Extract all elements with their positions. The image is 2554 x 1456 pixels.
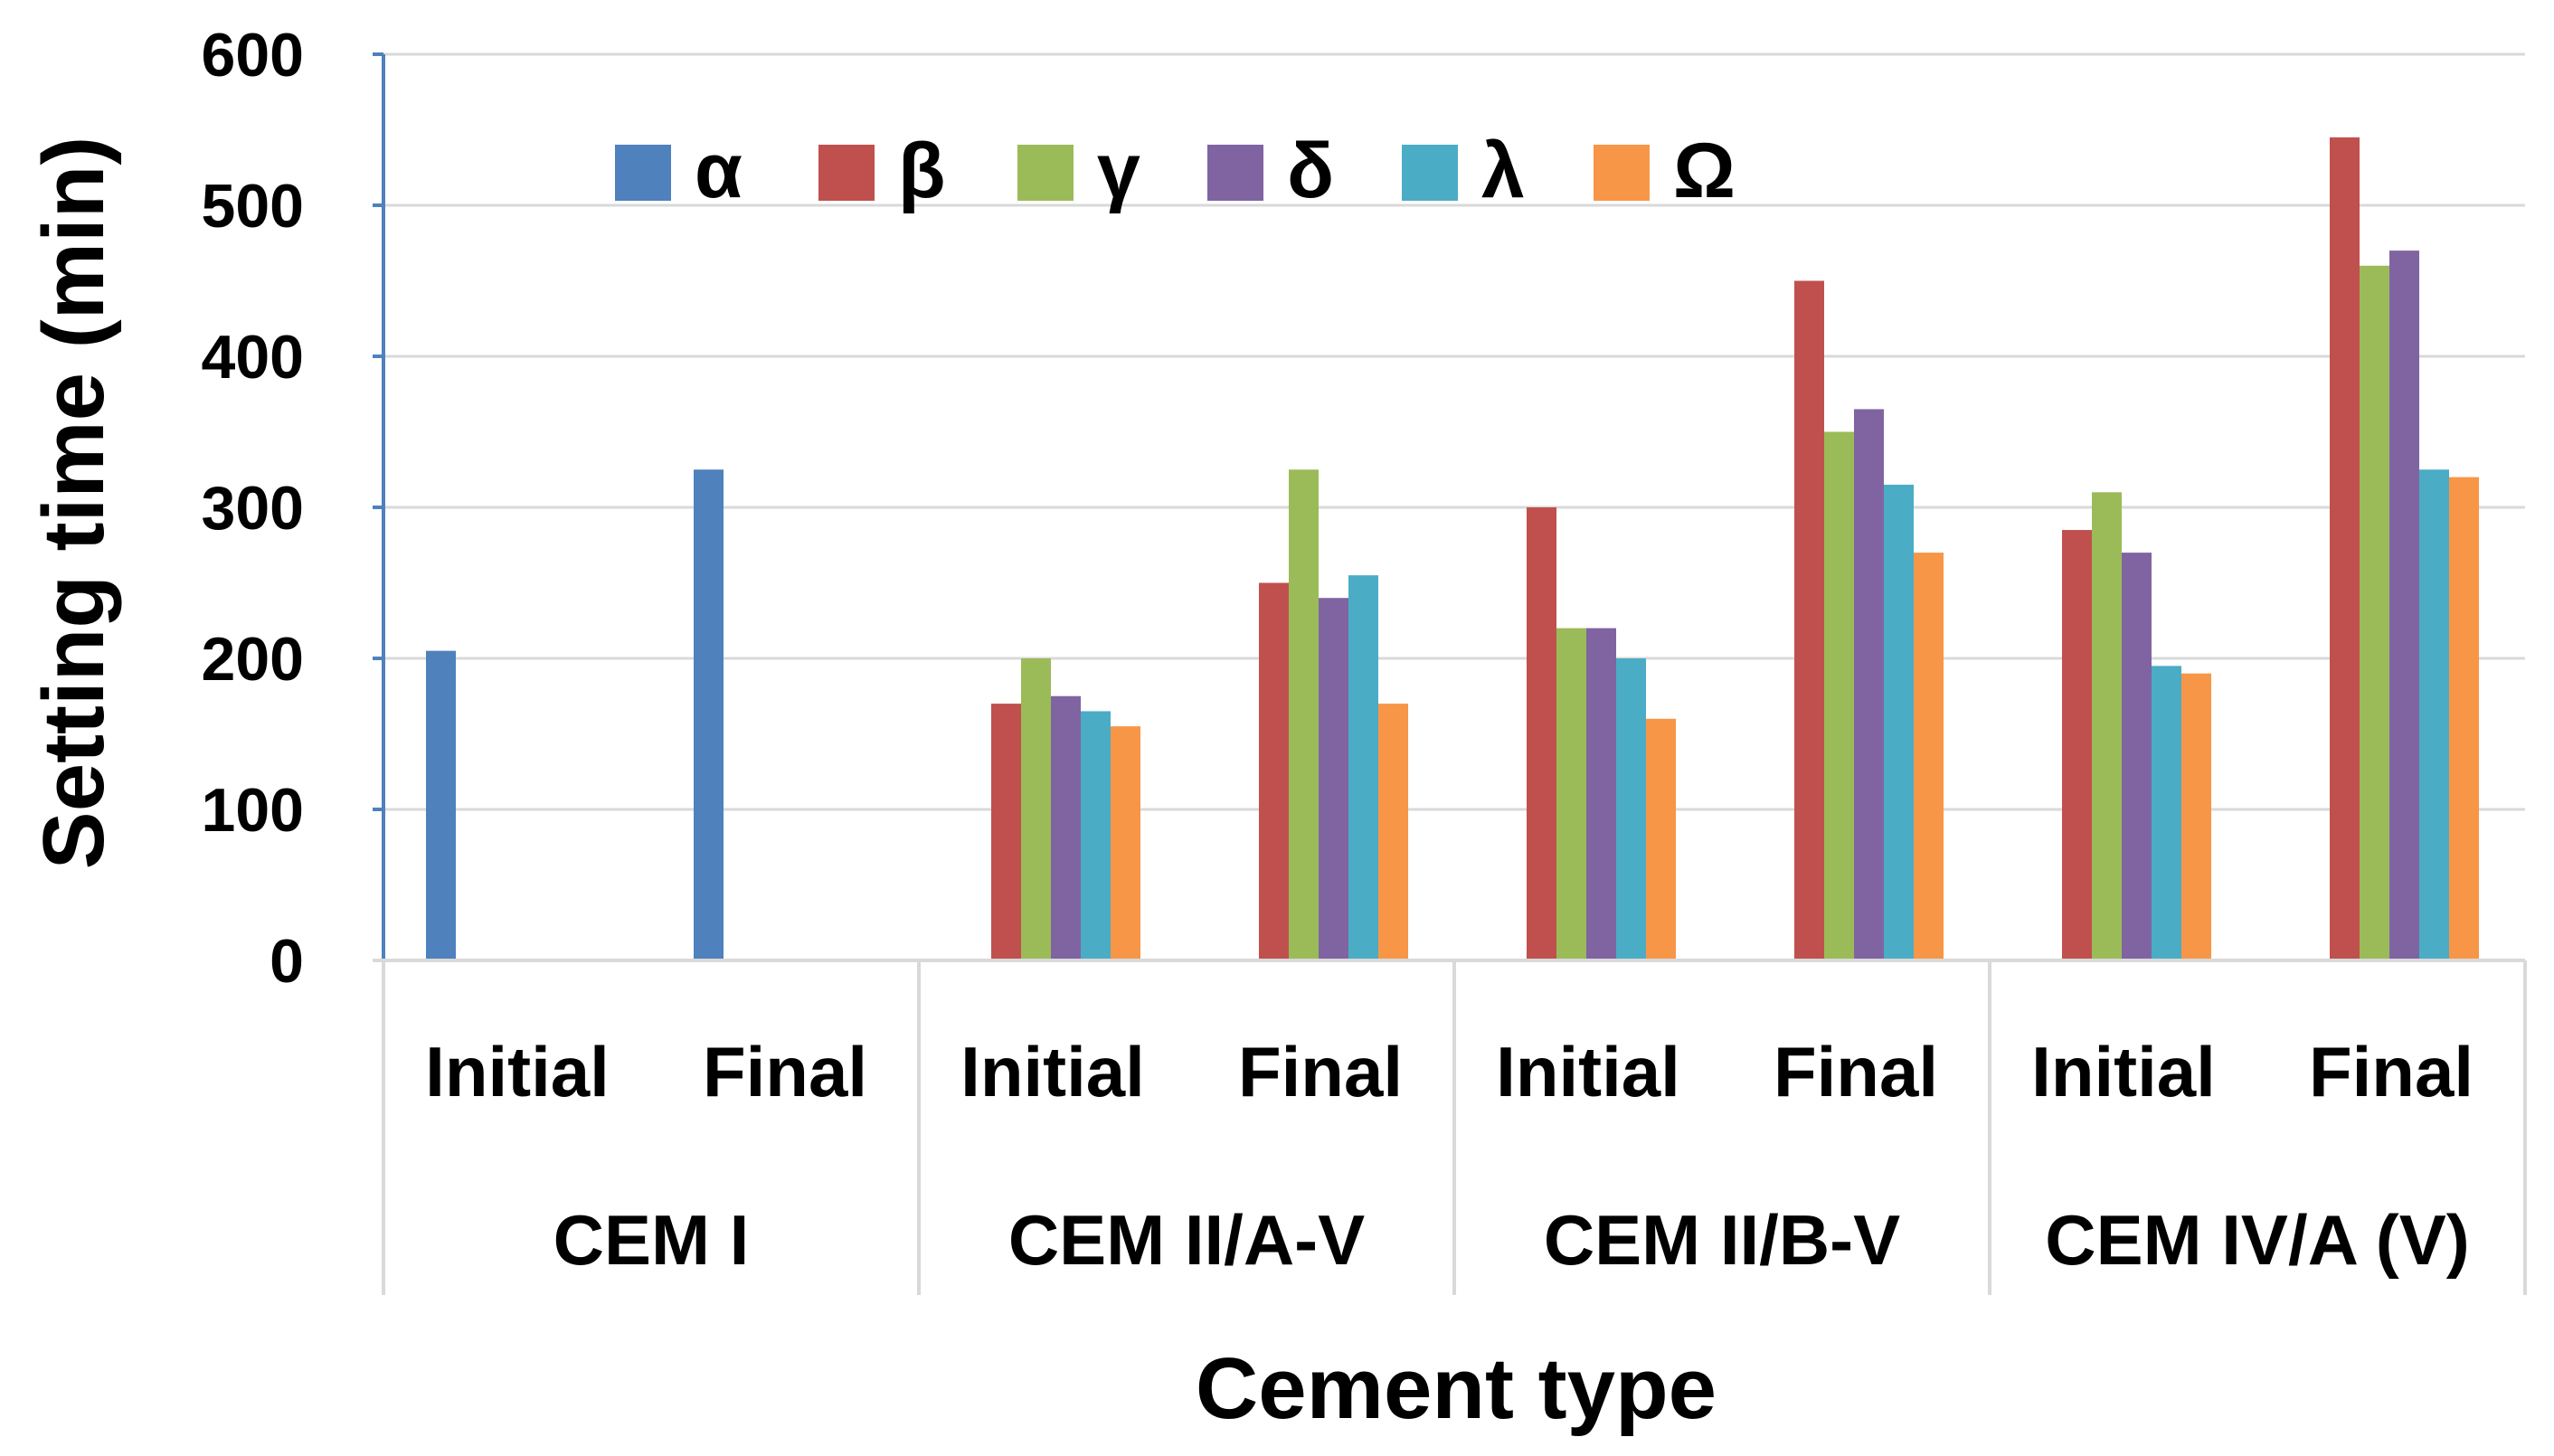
y-tick-label: 400 <box>202 323 304 392</box>
legend-label: α <box>695 128 743 214</box>
legend-label: λ <box>1481 128 1525 214</box>
category-label: Initial <box>2031 1032 2216 1111</box>
bar <box>2330 137 2360 961</box>
bar <box>2092 492 2122 960</box>
bar <box>1824 431 1854 960</box>
y-tick-label: 600 <box>202 21 304 90</box>
y-tick-label: 200 <box>202 625 304 694</box>
bar <box>1348 575 1378 960</box>
bar <box>1527 507 1556 960</box>
category-label: Initial <box>425 1032 610 1111</box>
legend-swatch <box>615 145 671 201</box>
legend-swatch <box>1402 145 1458 201</box>
legend-label: γ <box>1097 128 1140 214</box>
bar <box>1259 582 1289 960</box>
bar <box>1884 484 1914 960</box>
axes: 0 100 200 300 400 500 600 Initial Final Initial Fi… <box>202 21 2527 1295</box>
group-label: CEM IV/A (V) <box>2045 1200 2469 1280</box>
bar <box>1556 628 1586 960</box>
x-axis-title: Cement type <box>1196 1340 1717 1437</box>
legend-swatch <box>818 145 875 201</box>
y-tick-label: 300 <box>202 474 304 543</box>
category-label: Initial <box>960 1032 1145 1111</box>
legend-swatch <box>1207 145 1263 201</box>
category-label: Final <box>2309 1032 2474 1111</box>
category-label: Final <box>1238 1032 1403 1111</box>
bar <box>2389 251 2419 961</box>
y-tick-label: 500 <box>202 172 304 241</box>
bar <box>1914 553 1944 960</box>
bar <box>991 704 1021 960</box>
category-label: Final <box>1774 1032 1938 1111</box>
legend-swatch <box>1017 145 1074 201</box>
y-axis-title: Setting time (min) <box>25 137 122 870</box>
bar <box>2449 477 2479 960</box>
legend-swatch <box>1594 145 1650 201</box>
y-tick-label: 0 <box>270 927 304 996</box>
bar <box>1051 695 1081 960</box>
bar <box>1111 726 1140 960</box>
legend-label: β <box>898 128 946 214</box>
bar <box>426 650 456 960</box>
bar <box>1289 469 1319 960</box>
category-label: Final <box>703 1032 867 1111</box>
bar <box>2062 530 2092 960</box>
bar <box>1586 628 1616 960</box>
y-tick-label: 100 <box>202 776 304 845</box>
bars <box>426 137 2479 961</box>
bar <box>2122 553 2152 960</box>
group-label: CEM I <box>553 1200 750 1280</box>
bar <box>1378 704 1408 960</box>
legend-label: δ <box>1287 128 1334 214</box>
group-label: CEM II/A-V <box>1008 1200 1365 1280</box>
bar <box>2152 666 2181 960</box>
bar <box>1616 658 1646 960</box>
bar <box>2360 265 2389 960</box>
bar <box>1854 409 1884 960</box>
bar <box>1319 598 1348 960</box>
legend-label: Ω <box>1673 128 1736 214</box>
bar <box>1646 718 1676 960</box>
bar <box>1794 280 1824 960</box>
bar <box>694 469 724 960</box>
bar <box>1021 658 1051 960</box>
category-label: Initial <box>1496 1032 1680 1111</box>
bar <box>1081 711 1111 960</box>
bar <box>2181 673 2211 960</box>
group-label: CEM II/B-V <box>1544 1200 1900 1280</box>
bar <box>2419 469 2449 960</box>
